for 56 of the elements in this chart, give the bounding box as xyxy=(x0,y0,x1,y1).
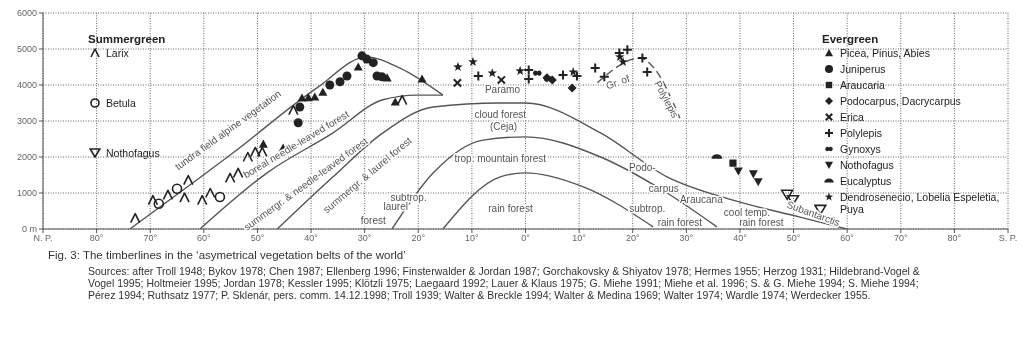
y-tick-label: 6000 xyxy=(16,8,37,19)
legend-label: Picea, Pinus, Abies xyxy=(840,47,930,59)
legend-label: Podocarpus, Dacrycarpus xyxy=(840,95,961,107)
y-tick-label: 4000 xyxy=(16,80,37,91)
y-tick-label: 0 m xyxy=(21,224,37,235)
legend-label: Juniperus xyxy=(840,63,886,75)
x-tick-label: 70° xyxy=(143,233,158,244)
x-tick-label: 30° xyxy=(357,233,372,244)
legend-label: Polylepis xyxy=(840,127,883,139)
annotation: rain forest xyxy=(739,217,784,229)
x-tick-label: 50° xyxy=(786,233,801,244)
y-tick-label: 1000 xyxy=(16,188,37,199)
x-tick-label: 80° xyxy=(89,233,104,244)
annotation: trop. mountain forest xyxy=(454,152,547,164)
x-tick-label: S. P. xyxy=(998,233,1018,244)
legend-label: Nothofagus xyxy=(106,147,160,159)
x-tick-label: 10° xyxy=(465,233,480,244)
x-tick-label: 80° xyxy=(947,233,962,244)
x-tick-label: 20° xyxy=(411,233,426,244)
text: Evergreen xyxy=(822,33,879,45)
y-tick-label: 3000 xyxy=(16,116,37,127)
legend-label: Larix xyxy=(106,47,129,59)
x-tick-label: 60° xyxy=(197,233,212,244)
x-tick-label: N. P. xyxy=(33,233,53,244)
annotation: (Ceja) xyxy=(489,121,518,133)
legend-label: Erica xyxy=(840,111,864,123)
annotation: forest xyxy=(360,215,386,227)
legend-label: Betula xyxy=(106,97,136,109)
legend-label: Eucalyptus xyxy=(840,175,892,187)
x-tick-label: 40° xyxy=(733,233,748,244)
annotation: Araucana xyxy=(679,194,724,206)
annotation: rain forest xyxy=(488,202,533,214)
source-note: Sources: after Troll 1948; Bykov 1978; Chen 1987; Ellenberg 1996; Finsterwalder & Jordan 1987; Gorchakovsky & Shiyatov 1978; Hermes 1955; Herzog 1931; Hildebrand-Vogel & Vogel 1995; Holtmeier 1995; Jordan 1978; Kessler 1995; Klötzli 1975; Laegaard 1992; Lauer & Klaus 1975; G. Miehe 1991; Miehe et al. 1996; S. & G. Miehe 1994; S. Miehe 1994; Pérez 1994; Ruthsatz 1977; P. Sklenár, pers. comm. 14.12.1998; Troll 1939; Walter & Breckle 1994; Walter & Medina 1969; Walter 1974; Wardle 1974; Werdecker 1955. xyxy=(87,264,921,301)
x-tick-label: 50° xyxy=(250,233,265,244)
legend-label: Dendrosenecio, Lobelia Espeletia, Puya xyxy=(840,191,1001,215)
annotation: cool temp. xyxy=(723,206,770,218)
x-tick-label: 10° xyxy=(572,233,587,244)
annotation: Gr. of xyxy=(604,72,632,92)
text: Fig. 3: The timberlines in the ‘asymetrical vegetation belts of the world’ xyxy=(47,248,407,261)
annotation: laurel xyxy=(383,201,408,213)
legend-label: Gynoxys xyxy=(840,143,881,155)
legend-label: Nothofagus xyxy=(840,159,894,171)
annotation: Paramo xyxy=(484,83,521,95)
y-tick-label: 2000 xyxy=(16,152,37,163)
x-tick-label: 20° xyxy=(625,233,640,244)
annotation: rain forest xyxy=(657,216,703,228)
x-tick-label: 30° xyxy=(679,233,694,244)
text: Summergreen xyxy=(88,33,166,45)
x-tick-label: 40° xyxy=(304,233,319,244)
x-tick-label: 0° xyxy=(521,233,531,244)
y-tick-label: 5000 xyxy=(16,44,37,55)
x-tick-label: 60° xyxy=(840,233,855,244)
legend-label: Araucaria xyxy=(840,79,885,91)
x-tick-label: 70° xyxy=(893,233,908,244)
annotation: cloud forest xyxy=(474,109,527,121)
annotation: subtrop. xyxy=(629,203,666,215)
